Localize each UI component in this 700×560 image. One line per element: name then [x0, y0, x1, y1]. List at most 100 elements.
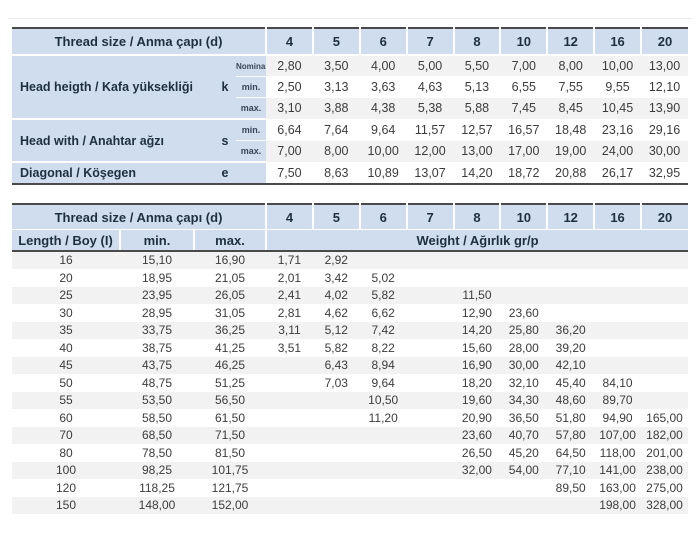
weight-row: 35 33,75 36,25 3,11 5,12 7,42 14,20 25,80 36,20	[12, 321, 688, 340]
weight-cell	[500, 251, 548, 270]
diameter-header: 10	[499, 204, 548, 230]
weight-cell: 16,90	[453, 356, 501, 375]
weight-cell: 328,00	[641, 496, 688, 515]
group-label: Head heigth / Kafa yüksekliği	[12, 54, 214, 120]
weight-cell	[641, 251, 688, 270]
sub-label	[236, 161, 266, 185]
diameter-header: 5	[311, 28, 360, 56]
weight-cell: 141,00	[594, 461, 641, 480]
weight-cell	[594, 304, 641, 322]
length-max-cell: 16,90	[194, 251, 266, 270]
length-min-cell: 18,95	[120, 269, 194, 287]
weight-row: 70 68,50 71,50 23,60 40,70 57,80 107,00 182,00	[12, 426, 688, 445]
weight-cell: 34,30	[500, 391, 548, 410]
weight-cell	[641, 374, 688, 392]
weight-cell	[594, 251, 641, 270]
weight-cell	[266, 426, 313, 445]
weight-cell: 30,00	[500, 356, 548, 375]
dimension-value-cell: 5,13	[453, 76, 501, 98]
weight-cell: 51,80	[547, 409, 595, 427]
diameter-header: 5	[311, 204, 360, 230]
dimension-value-cell: 12,00	[406, 140, 454, 163]
weight-row: 20 18,95 21,05 2,01 3,42 5,02	[12, 269, 688, 287]
weight-cell	[453, 269, 501, 287]
page-top-rule	[8, 18, 692, 19]
weight-row: 120 118,25 121,75 89,50 163,00 275,00	[12, 479, 688, 497]
dimension-value-cell: 20,88	[547, 162, 595, 185]
weight-cell	[453, 479, 501, 497]
length-min-cell: 48,75	[120, 374, 194, 392]
max-header: max.	[193, 229, 266, 252]
weight-cell	[359, 496, 407, 515]
weight-cell	[406, 356, 454, 375]
dimension-value-cell: 8,63	[312, 162, 360, 185]
weight-cell: 198,00	[594, 496, 641, 515]
dimension-value-cell: 10,00	[594, 55, 641, 77]
dimension-value-cell: 3,88	[312, 97, 360, 120]
dimension-value-cell: 16,57	[500, 119, 548, 141]
diameter-header: 8	[452, 28, 501, 56]
length-max-cell: 46,25	[194, 356, 266, 375]
weight-cell: 238,00	[641, 461, 688, 480]
diameter-header: 8	[452, 204, 501, 230]
symbol-label: k	[214, 54, 236, 120]
weight-cell	[641, 339, 688, 357]
weight-cell	[312, 426, 360, 445]
weight-cell: 3,42	[312, 269, 360, 287]
weight-cell: 14,20	[453, 321, 501, 340]
diameter-header: 7	[405, 28, 454, 56]
weight-cell	[359, 461, 407, 480]
weight-cell: 3,11	[266, 321, 313, 340]
dimension-value-cell: 8,45	[547, 97, 595, 120]
weight-cell: 1,71	[266, 251, 313, 270]
weight-cell: 201,00	[641, 444, 688, 462]
weight-cell	[406, 426, 454, 445]
weight-cell: 26,50	[453, 444, 501, 462]
weight-cell: 4,02	[312, 286, 360, 305]
length-max-cell: 41,25	[194, 339, 266, 357]
dimension-value-cell: 32,95	[641, 162, 688, 185]
weight-cell: 64,50	[547, 444, 595, 462]
dimension-value-cell: 3,13	[312, 76, 360, 98]
weight-cell: 20,90	[453, 409, 501, 427]
dimension-value-cell: 13,90	[641, 97, 688, 120]
weight-cell	[359, 479, 407, 497]
length-min-cell: 28,95	[120, 304, 194, 322]
dimension-value-cell: 10,89	[359, 162, 407, 185]
weight-cell: 9,64	[359, 374, 407, 392]
weight-row: 80 78,50 81,50 26,50 45,20 64,50 118,00 201,00	[12, 444, 688, 462]
dimension-value-cell: 17,00	[500, 140, 548, 163]
length-cell: 40	[12, 339, 120, 357]
dimension-value-cell: 2,50	[266, 76, 313, 98]
weight-cell: 11,50	[453, 286, 501, 305]
length-cell: 80	[12, 444, 120, 462]
length-max-cell: 71,50	[194, 426, 266, 445]
symbol-label: s	[214, 118, 236, 163]
weight-row: 50 48,75 51,25 7,03 9,64 18,20 32,10 45,40 84,10	[12, 374, 688, 392]
diameter-header: 4	[265, 28, 313, 56]
weight-cell: 19,60	[453, 391, 501, 410]
length-min-cell: 118,25	[120, 479, 194, 497]
diameter-header: 12	[546, 204, 595, 230]
length-cell: 100	[12, 461, 120, 480]
diameter-header: 12	[546, 28, 595, 56]
length-max-cell: 121,75	[194, 479, 266, 497]
weight-cell: 57,80	[547, 426, 595, 445]
weight-cell	[500, 479, 548, 497]
length-max-cell: 26,05	[194, 286, 266, 305]
dimension-value-cell: 3,50	[312, 55, 360, 77]
weight-cell: 23,60	[500, 304, 548, 322]
length-max-cell: 51,25	[194, 374, 266, 392]
dimension-value-cell: 7,50	[266, 162, 313, 185]
dimension-row: Head with / Anahtar ağzı s min. 6,64 7,64 9,6…	[12, 118, 688, 163]
weight-cell: 7,03	[312, 374, 360, 392]
weight-cell: 5,02	[359, 269, 407, 287]
weight-cell	[641, 286, 688, 305]
weight-cell	[406, 374, 454, 392]
group-label: Diagonal / Köşegen	[12, 161, 214, 185]
weight-cell	[594, 286, 641, 305]
length-min-cell: 58,50	[120, 409, 194, 427]
sub-label: min.	[236, 118, 266, 141]
weight-cell: 10,50	[359, 391, 407, 410]
weight-cell	[312, 444, 360, 462]
